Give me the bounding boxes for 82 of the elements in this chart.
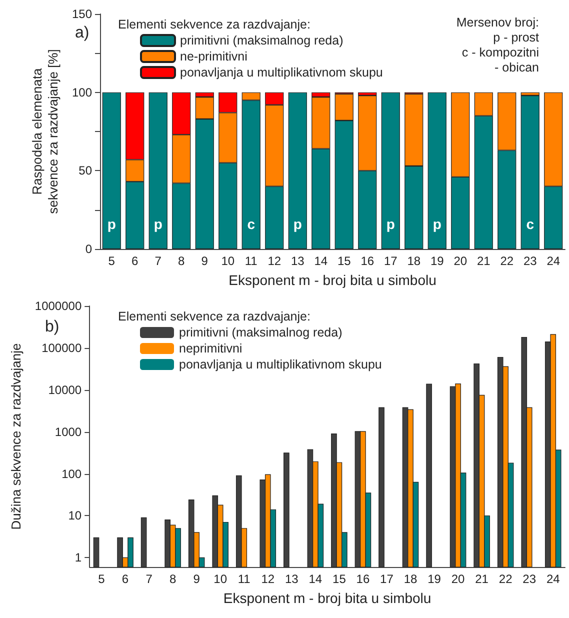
text: b) xyxy=(45,318,60,336)
x-tick-label: 13 xyxy=(290,254,305,268)
x-tick-label: 11 xyxy=(238,572,251,586)
x-tick-label: 16 xyxy=(360,254,374,268)
x-tick-label: 15 xyxy=(332,572,346,586)
y-tick-label: 10 xyxy=(68,508,82,523)
x-tick-label: 22 xyxy=(500,254,514,268)
x-tick-label: 21 xyxy=(476,254,491,268)
x-tick-label: 13 xyxy=(284,572,299,586)
x-tick-label: 19 xyxy=(430,254,444,268)
data-label: p xyxy=(293,216,302,232)
x-tick-label: 18 xyxy=(407,254,421,268)
x-tick-label: 6 xyxy=(122,572,129,586)
x-tick-label: 24 xyxy=(546,254,560,268)
x-tick-label: 5 xyxy=(98,572,106,586)
bar xyxy=(520,95,540,249)
x-tick-label: 5 xyxy=(108,254,116,268)
data-label: p xyxy=(107,216,116,232)
y-tick-label: 1000000 xyxy=(34,299,82,313)
y-tick-label: 100 xyxy=(72,85,92,100)
legend-label: neprimitivni xyxy=(179,342,242,356)
legend-label: primitivni (maksimalnog reda) xyxy=(179,326,342,340)
legend-title: Elementi sekvence za razdvajanje: xyxy=(118,310,310,324)
x-tick-label: 17 xyxy=(384,254,398,268)
y-tick-label: 100000 xyxy=(42,340,82,355)
x-tick-label: 20 xyxy=(454,254,468,268)
x-tick-label: 9 xyxy=(201,254,208,268)
data-label: p xyxy=(154,216,162,232)
x-tick-label: 15 xyxy=(337,254,352,268)
x-tick-label: 14 xyxy=(314,254,328,268)
legend-label: ne-primitivni xyxy=(180,50,248,64)
x-tick-label: 22 xyxy=(498,572,513,586)
y-tick-label: 50 xyxy=(78,164,92,178)
y-axis-title: Dužina sekvence za razdvajanje xyxy=(8,343,24,530)
x-tick-label: 23 xyxy=(523,254,538,268)
bar xyxy=(428,92,446,249)
y-tick-label: 100 xyxy=(62,466,82,481)
y-tick-label: 150 xyxy=(72,7,92,21)
x-tick-label: 7 xyxy=(154,254,162,268)
x-tick-label: 16 xyxy=(356,572,370,586)
y-tick-label: 1000 xyxy=(54,424,82,439)
x-tick-label: 10 xyxy=(214,572,228,586)
x-tick-label: 10 xyxy=(221,254,235,268)
y-tick-label: 10000 xyxy=(48,382,82,397)
x-tick-label: 24 xyxy=(546,572,560,586)
bar xyxy=(288,92,307,249)
data-label: c xyxy=(526,216,534,232)
text: a) xyxy=(75,24,90,42)
data-label: c xyxy=(247,216,256,232)
annotation: - obican xyxy=(488,60,540,74)
x-tick-label: 12 xyxy=(261,572,275,586)
annotation: p - prost xyxy=(493,30,540,44)
x-tick-label: 18 xyxy=(404,572,418,586)
x-tick-label: 23 xyxy=(522,572,536,586)
y-tick-label: 0 xyxy=(85,242,92,256)
data-label: p xyxy=(432,216,442,232)
x-tick-label: 14 xyxy=(308,572,322,586)
legend-title: Elementi sekvence za razdvajanje: xyxy=(118,18,310,32)
x-tick-label: 21 xyxy=(475,572,489,586)
y-axis-title: Raspodela elemenata sekvence za razdvajanje [%] xyxy=(30,49,61,214)
x-tick-label: 8 xyxy=(169,572,176,586)
y-tick-label: 1 xyxy=(74,550,82,565)
x-axis-title: Eksponent m - broj bita u simbolu xyxy=(228,272,436,288)
legend-label: primitivni (maksimalnog reda) xyxy=(180,34,344,48)
x-tick-label: 17 xyxy=(380,572,394,586)
annotation: c - kompozitni xyxy=(462,46,540,60)
legend-label: ponavljanja u multiplikativnom skupu xyxy=(179,358,382,372)
legend-label: ponavljanja u multiplikativnom skupu xyxy=(180,66,383,80)
x-tick-label: 11 xyxy=(244,254,258,268)
x-tick-label: 20 xyxy=(451,572,466,586)
bar xyxy=(381,92,400,249)
x-axis-title: Eksponent m - broj bita u simbolu xyxy=(223,590,432,606)
annotation: Mersenov broj: xyxy=(456,16,540,30)
bar xyxy=(148,92,168,249)
x-tick-label: 9 xyxy=(193,572,200,586)
bar xyxy=(102,92,121,249)
data-label: p xyxy=(386,216,395,232)
x-tick-label: 7 xyxy=(146,572,153,586)
x-tick-label: 6 xyxy=(132,254,139,268)
x-tick-label: 19 xyxy=(428,572,442,586)
x-tick-label: 12 xyxy=(268,254,282,268)
x-tick-label: 8 xyxy=(178,254,186,268)
